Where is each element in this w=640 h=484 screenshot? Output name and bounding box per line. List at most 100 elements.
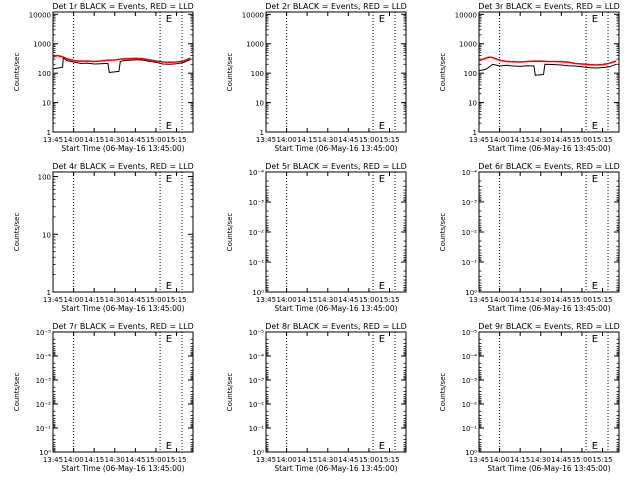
x-tick-label: 14:45 [551, 296, 571, 304]
marker-e-bottom: E [166, 281, 172, 292]
panel-title: Det 3r BLACK = Events, RED = LLD [478, 2, 620, 11]
x-tick-label: 14:15 [297, 136, 317, 144]
plot-frame [478, 11, 620, 133]
x-tick-label: 14:15 [510, 296, 530, 304]
x-tick-label: 14:30 [105, 456, 125, 464]
y-axis-label: Counts/sec [13, 213, 21, 252]
y-axis-label: Counts/sec [439, 373, 447, 412]
y-tick-label: 10⁰ [252, 289, 264, 297]
x-tick-label: 14:30 [531, 136, 551, 144]
panel-title: Det 1r BLACK = Events, RED = LLD [52, 2, 194, 11]
marker-e-bottom: E [592, 281, 598, 292]
x-tick-label: 14:30 [318, 136, 338, 144]
panel-title: Det 4r BLACK = Events, RED = LLD [52, 162, 194, 171]
y-tick-label: 10⁻³ [462, 199, 478, 207]
x-tick-label: 13:45 [469, 136, 489, 144]
x-tick-label: 15:00 [572, 456, 592, 464]
y-tick-label: 10⁻⁴ [249, 353, 265, 361]
x-axis-label: Start Time (06-May-16 13:45:00) [274, 464, 397, 473]
x-tick-label: 15:15 [379, 456, 399, 464]
y-axis-label: Counts/sec [226, 213, 234, 252]
series-events-line [478, 63, 617, 76]
x-tick-label: 14:15 [84, 296, 104, 304]
marker-e-top: E [592, 14, 598, 25]
marker-e-top: E [379, 334, 385, 345]
x-tick-label: 14:45 [125, 136, 145, 144]
y-tick-label: 10⁻² [36, 401, 52, 409]
marker-e-bottom: E [592, 441, 598, 452]
y-tick-label: 100 [38, 174, 51, 182]
marker-e-bottom: E [166, 441, 172, 452]
x-tick-label: 14:15 [297, 296, 317, 304]
panel-title: Det 8r BLACK = Events, RED = LLD [265, 322, 407, 331]
panel-title: Det 6r BLACK = Events, RED = LLD [478, 162, 620, 171]
panel-title: Det 9r BLACK = Events, RED = LLD [478, 322, 620, 331]
y-axis-label: Counts/sec [226, 373, 234, 412]
x-tick-label: 14:15 [84, 136, 104, 144]
marker-e-top: E [166, 14, 172, 25]
x-tick-label: 14:45 [125, 296, 145, 304]
x-tick-label: 14:30 [318, 456, 338, 464]
x-tick-label: 13:45 [43, 136, 63, 144]
x-axis-label: Start Time (06-May-16 13:45:00) [61, 304, 184, 313]
x-tick-label: 14:15 [84, 456, 104, 464]
y-tick-label: 10⁻¹ [462, 425, 478, 433]
x-tick-label: 14:15 [510, 136, 530, 144]
x-tick-label: 13:45 [256, 296, 276, 304]
y-tick-label: 100 [38, 70, 51, 78]
x-tick-label: 15:00 [146, 136, 166, 144]
x-tick-label: 15:15 [379, 296, 399, 304]
y-tick-label: 10⁻⁵ [462, 329, 478, 337]
y-tick-label: 10⁻³ [462, 377, 478, 385]
y-tick-label: 1 [47, 129, 51, 137]
x-tick-label: 14:00 [276, 136, 296, 144]
x-tick-label: 14:45 [338, 456, 358, 464]
x-tick-label: 14:45 [338, 136, 358, 144]
x-tick-label: 14:45 [551, 136, 571, 144]
y-tick-label: 10⁻¹ [249, 425, 265, 433]
x-tick-label: 13:45 [43, 456, 63, 464]
plot-frame [478, 331, 620, 453]
y-tick-label: 10⁻⁴ [462, 169, 478, 177]
x-tick-label: 14:00 [63, 456, 83, 464]
marker-e-bottom: E [166, 121, 172, 132]
x-tick-label: 14:00 [63, 136, 83, 144]
x-tick-label: 15:15 [166, 136, 186, 144]
y-tick-label: 1000 [459, 41, 477, 49]
marker-e-top: E [379, 14, 385, 25]
x-tick-label: 14:15 [297, 456, 317, 464]
x-tick-label: 14:30 [531, 296, 551, 304]
y-tick-label: 10⁻⁴ [249, 169, 265, 177]
y-axis-label: Counts/sec [439, 213, 447, 252]
y-tick-label: 10⁻¹ [249, 259, 265, 267]
x-tick-label: 15:00 [359, 136, 379, 144]
y-tick-label: 10⁻⁵ [36, 329, 52, 337]
y-tick-label: 10000 [29, 11, 51, 19]
series-lld-line [478, 56, 617, 66]
y-tick-label: 1 [260, 129, 264, 137]
x-tick-label: 15:15 [379, 136, 399, 144]
y-tick-label: 10⁻¹ [36, 425, 52, 433]
y-tick-label: 10 [468, 100, 477, 108]
y-tick-label: 1000 [33, 41, 51, 49]
x-tick-label: 15:15 [166, 456, 186, 464]
x-tick-label: 15:15 [592, 136, 612, 144]
x-tick-label: 15:15 [166, 296, 186, 304]
plot-frame [52, 171, 194, 293]
x-tick-label: 14:30 [105, 136, 125, 144]
y-tick-label: 10⁻² [462, 401, 478, 409]
marker-e-bottom: E [592, 121, 598, 132]
series-lld-line [52, 54, 191, 64]
y-tick-label: 100 [251, 70, 264, 78]
x-axis-label: Start Time (06-May-16 13:45:00) [274, 304, 397, 313]
panel-det-3: Det 3r BLACK = Events, RED = LLD 13:45 14:… [439, 2, 620, 153]
marker-e-top: E [592, 174, 598, 185]
y-tick-label: 10⁻² [249, 401, 265, 409]
plot-frame [52, 331, 194, 453]
